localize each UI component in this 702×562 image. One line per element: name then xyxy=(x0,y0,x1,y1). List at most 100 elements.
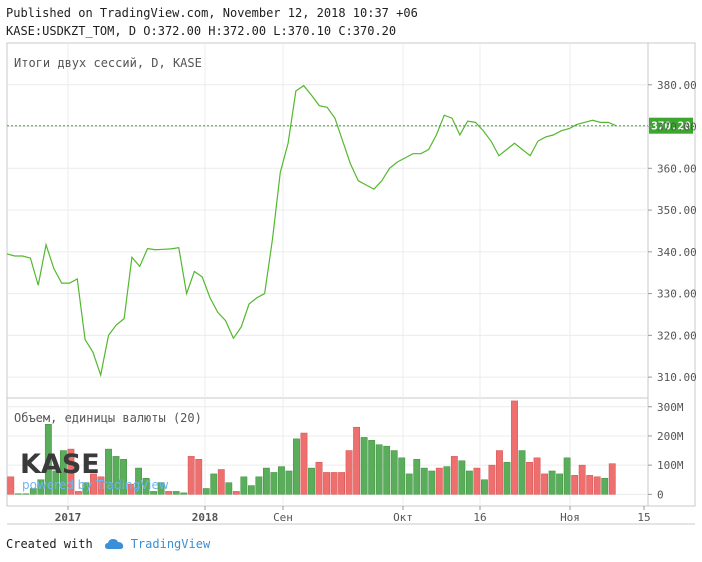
volume-bar xyxy=(232,491,240,495)
volume-bar xyxy=(300,432,308,495)
volume-bar xyxy=(428,470,436,495)
volume-bar xyxy=(29,488,37,495)
volume-bar xyxy=(390,450,398,495)
last-price-badge: 370.20 xyxy=(649,117,693,134)
volume-bar xyxy=(383,445,391,495)
price-tick-label: 360.00 xyxy=(657,162,697,175)
price-tick-label: 310.00 xyxy=(657,371,697,384)
price-tick-label: 320.00 xyxy=(657,329,697,342)
volume-bar xyxy=(315,461,323,495)
volume-bar xyxy=(285,470,293,495)
volume-bar xyxy=(360,437,368,495)
volume-bar xyxy=(187,456,195,495)
volume-bar xyxy=(210,473,218,495)
volume-bar xyxy=(165,491,173,495)
volume-bar xyxy=(120,459,127,495)
volume-bar xyxy=(240,476,248,495)
watermark-powered: powered by TradingView xyxy=(22,478,169,492)
volume-bar xyxy=(293,438,300,495)
volume-bar xyxy=(142,478,150,495)
price-tick-label: 350.00 xyxy=(657,204,697,217)
volume-bar xyxy=(405,473,413,495)
volume-bar xyxy=(172,491,180,495)
volume-bar xyxy=(202,488,210,495)
volume-bar xyxy=(413,459,421,495)
volume-bar xyxy=(308,467,315,495)
volume-bar xyxy=(44,424,52,495)
volume-axis-labels: 300M 200M 100M 0 xyxy=(648,401,684,501)
volume-bar xyxy=(255,476,263,495)
volume-bar xyxy=(217,469,225,495)
volume-bar xyxy=(67,448,75,495)
tradingview-link[interactable]: TradingView xyxy=(130,537,211,551)
volume-bar xyxy=(601,478,609,495)
time-tick-label: Ноя xyxy=(560,511,580,524)
time-tick-label: 15 xyxy=(637,511,650,524)
volume-bar xyxy=(52,470,60,495)
volume-bar xyxy=(195,459,203,495)
volume-bar xyxy=(450,456,458,495)
ticker-line: KASE:USDKZT_TOM, D O:372.00 H:372.00 L:3… xyxy=(6,24,397,38)
price-axis-labels: 380.00 370.00 360.00 350.00 340.00 330.00 320.… xyxy=(648,79,697,384)
price-tick-label: 370.00 xyxy=(657,121,697,134)
price-tick-label: 330.00 xyxy=(657,288,697,301)
volume-pane-title: Объем, единицы валюты (20) xyxy=(14,411,202,425)
time-tick-label: Сен xyxy=(273,511,293,524)
volume-bar xyxy=(420,467,428,495)
volume-bar xyxy=(247,485,255,495)
volume-bar xyxy=(323,472,330,495)
watermark-logo: KASE xyxy=(20,449,100,480)
tradingview-cloud-icon xyxy=(104,538,125,550)
footer: Created with TradingView xyxy=(6,537,210,551)
volume-bar xyxy=(225,482,233,495)
volume-bar xyxy=(496,450,503,495)
volume-bar xyxy=(541,473,548,495)
volume-bar xyxy=(398,457,406,495)
volume-tick-label: 0 xyxy=(657,488,664,501)
volume-bar xyxy=(135,467,142,495)
volume-bar xyxy=(112,456,120,495)
volume-bar xyxy=(548,470,556,495)
volume-bar xyxy=(345,450,353,495)
volume-tick-label: 300M xyxy=(657,401,684,414)
volume-bar xyxy=(488,464,496,495)
volume-bar xyxy=(22,493,30,495)
chart-area[interactable]: KASE powered by TradingView 370.20 380.0… xyxy=(0,40,702,530)
volume-bar xyxy=(180,492,188,495)
volume-bar xyxy=(503,461,511,495)
volume-bar xyxy=(593,476,601,495)
volume-tick-label: 200M xyxy=(657,430,684,443)
volume-bar xyxy=(353,426,361,495)
time-tick-label: 2017 xyxy=(55,511,82,524)
volume-tick-label: 100M xyxy=(657,459,684,472)
volume-bar xyxy=(90,473,97,495)
created-with-text: Created with xyxy=(6,537,93,551)
volume-bar xyxy=(82,482,90,495)
volume-bar xyxy=(533,457,541,495)
time-tick-label: 16 xyxy=(473,511,486,524)
volume-bar xyxy=(14,493,22,495)
volume-bar xyxy=(330,472,338,495)
volume-bar xyxy=(338,472,345,495)
price-tick-label: 380.00 xyxy=(657,79,697,92)
volume-bar xyxy=(278,466,285,495)
volume-bar xyxy=(443,466,451,495)
price-tick-label: 340.00 xyxy=(657,246,697,259)
volume-bar xyxy=(270,472,278,495)
volume-bar xyxy=(465,470,473,495)
volume-bar xyxy=(75,491,82,495)
volume-bar xyxy=(518,450,526,495)
volume-bar xyxy=(556,473,564,495)
volume-bar xyxy=(262,467,270,495)
volume-bars xyxy=(7,400,616,495)
volume-bar xyxy=(150,491,158,495)
volume-bar xyxy=(37,479,45,495)
volume-bar xyxy=(481,479,488,495)
last-price-label: 370.20 xyxy=(651,120,691,133)
volume-bar xyxy=(368,440,376,495)
volume-bar xyxy=(375,444,383,495)
price-pane[interactable] xyxy=(6,42,649,399)
volume-bar xyxy=(97,476,105,495)
time-tick-label: 2018 xyxy=(192,511,219,524)
volume-bar xyxy=(571,475,579,495)
